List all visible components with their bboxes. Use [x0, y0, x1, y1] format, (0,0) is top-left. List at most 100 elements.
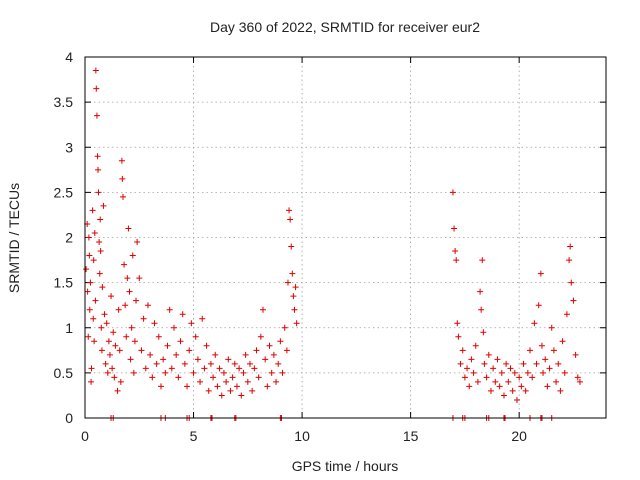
data-point — [464, 365, 471, 372]
data-point — [100, 202, 107, 209]
chart-title: Day 360 of 2022, SRMTID for receiver eur… — [210, 19, 480, 35]
data-point — [102, 360, 109, 367]
data-point — [181, 360, 188, 367]
data-point — [500, 392, 507, 399]
data-point — [533, 360, 540, 367]
data-point — [238, 392, 245, 399]
data-point — [513, 396, 520, 403]
data-point — [494, 356, 501, 363]
data-point — [104, 369, 111, 376]
data-point — [468, 356, 475, 363]
data-point — [175, 374, 182, 381]
data-point — [229, 374, 236, 381]
data-point — [522, 387, 529, 394]
data-point — [85, 234, 92, 241]
data-point — [567, 243, 574, 250]
data-points — [83, 67, 583, 421]
data-point — [128, 324, 135, 331]
data-point — [126, 288, 133, 295]
data-point — [538, 342, 545, 349]
data-point — [210, 374, 217, 381]
data-point — [264, 383, 271, 390]
data-point — [472, 342, 479, 349]
data-point — [140, 315, 147, 322]
data-point — [544, 383, 551, 390]
data-point — [563, 311, 570, 318]
data-point — [115, 306, 122, 313]
data-point — [218, 392, 225, 399]
data-point — [114, 387, 121, 394]
data-point — [166, 306, 173, 313]
data-point — [451, 225, 458, 232]
y-tick-label: 3.5 — [54, 94, 74, 110]
data-point — [90, 315, 97, 322]
data-point — [173, 351, 180, 358]
data-point — [492, 378, 499, 385]
data-point — [131, 338, 138, 345]
data-point — [546, 365, 553, 372]
data-point — [542, 356, 549, 363]
data-point — [91, 229, 98, 236]
data-point — [117, 378, 124, 385]
plot-frame — [84, 56, 607, 419]
y-tick-label: 0 — [65, 410, 73, 426]
x-tick-label: 10 — [294, 428, 310, 444]
data-point — [111, 374, 118, 381]
data-point — [557, 387, 564, 394]
data-point — [572, 351, 579, 358]
y-tick-label: 1.5 — [54, 275, 74, 291]
data-point — [559, 338, 566, 345]
data-point — [540, 369, 547, 376]
data-point — [99, 284, 106, 291]
data-point — [487, 387, 494, 394]
data-point — [94, 153, 101, 160]
data-point — [555, 360, 562, 367]
data-point — [244, 378, 251, 385]
data-point — [275, 360, 282, 367]
data-point — [188, 320, 195, 327]
data-point — [103, 320, 110, 327]
data-point — [246, 360, 253, 367]
data-point — [474, 378, 481, 385]
data-point — [168, 365, 175, 372]
data-point — [535, 302, 542, 309]
data-point — [89, 207, 96, 214]
data-point — [478, 306, 485, 313]
data-point — [518, 383, 525, 390]
data-point — [290, 293, 297, 300]
y-tick-label: 3 — [65, 139, 73, 155]
data-point — [509, 387, 516, 394]
data-point — [251, 365, 258, 372]
data-point — [553, 378, 560, 385]
data-point — [86, 252, 93, 259]
data-point — [574, 374, 581, 381]
data-point — [212, 351, 219, 358]
data-point — [110, 329, 117, 336]
data-point — [288, 243, 295, 250]
data-point — [124, 275, 131, 282]
x-tick-label: 15 — [403, 428, 419, 444]
data-point — [570, 297, 577, 304]
y-tick-label: 0.5 — [54, 365, 74, 381]
data-point — [466, 383, 473, 390]
data-point — [142, 365, 149, 372]
data-point — [144, 302, 151, 309]
data-point — [262, 356, 269, 363]
data-point — [91, 338, 98, 345]
x-axis-label: GPS time / hours — [292, 458, 399, 474]
x-tick-label: 5 — [190, 428, 198, 444]
data-point — [95, 166, 102, 173]
data-point — [279, 369, 286, 376]
data-point — [529, 374, 536, 381]
data-point — [548, 324, 555, 331]
data-point — [84, 288, 91, 295]
data-point — [184, 383, 191, 390]
data-point — [98, 324, 105, 331]
data-point — [199, 315, 206, 322]
data-point — [136, 275, 143, 282]
data-point — [240, 369, 247, 376]
data-point — [477, 288, 484, 295]
data-point — [490, 365, 497, 372]
data-point — [270, 351, 277, 358]
